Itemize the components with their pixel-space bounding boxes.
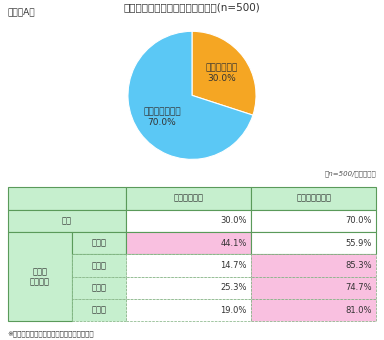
Text: 近畿圏: 近畿圏 — [91, 283, 106, 292]
Text: 実施していない
70.0%: 実施していない 70.0% — [143, 107, 181, 127]
Bar — [126, 209, 251, 232]
Text: 14.7%: 14.7% — [220, 261, 247, 270]
Text: 実施していない: 実施していない — [296, 194, 331, 203]
Bar — [126, 187, 251, 209]
Bar — [251, 254, 376, 276]
Text: 25.3%: 25.3% — [220, 283, 247, 292]
Text: 55.9%: 55.9% — [346, 239, 372, 248]
Bar — [126, 299, 251, 321]
Wedge shape — [128, 31, 253, 159]
Text: 85.3%: 85.3% — [345, 261, 372, 270]
Text: 74.7%: 74.7% — [345, 283, 372, 292]
Bar — [8, 209, 126, 232]
Bar — [251, 276, 376, 299]
Bar — [251, 209, 376, 232]
Bar — [251, 232, 376, 254]
Text: その他: その他 — [91, 306, 106, 315]
Bar — [126, 276, 251, 299]
Text: 実施している
30.0%: 実施している 30.0% — [206, 64, 238, 83]
Bar — [126, 232, 251, 254]
Text: （n=500/単一回答）: （n=500/単一回答） — [324, 171, 376, 177]
Text: 現在の
居住地域: 現在の 居住地域 — [30, 267, 50, 286]
Bar — [8, 187, 126, 209]
Text: 首都圏: 首都圏 — [91, 239, 106, 248]
Bar — [251, 187, 376, 209]
Bar — [72, 299, 126, 321]
Title: テレワークを実施していますか？(n=500): テレワークを実施していますか？(n=500) — [124, 2, 260, 12]
Text: 81.0%: 81.0% — [345, 306, 372, 315]
Bar — [126, 254, 251, 276]
Wedge shape — [192, 31, 256, 115]
Text: ※背景色付きは、全体の回答を上回った項目: ※背景色付きは、全体の回答を上回った項目 — [8, 330, 94, 337]
Text: （図表A）: （図表A） — [8, 7, 35, 16]
Bar — [251, 299, 376, 321]
Text: 44.1%: 44.1% — [220, 239, 247, 248]
Text: 30.0%: 30.0% — [220, 216, 247, 225]
Bar — [72, 254, 126, 276]
Text: 70.0%: 70.0% — [345, 216, 372, 225]
Bar — [72, 276, 126, 299]
Text: 全体: 全体 — [62, 216, 72, 225]
Bar — [8, 232, 72, 321]
Text: 実施している: 実施している — [173, 194, 203, 203]
Text: 中京圏: 中京圏 — [91, 261, 106, 270]
Bar — [72, 232, 126, 254]
Text: 19.0%: 19.0% — [220, 306, 247, 315]
